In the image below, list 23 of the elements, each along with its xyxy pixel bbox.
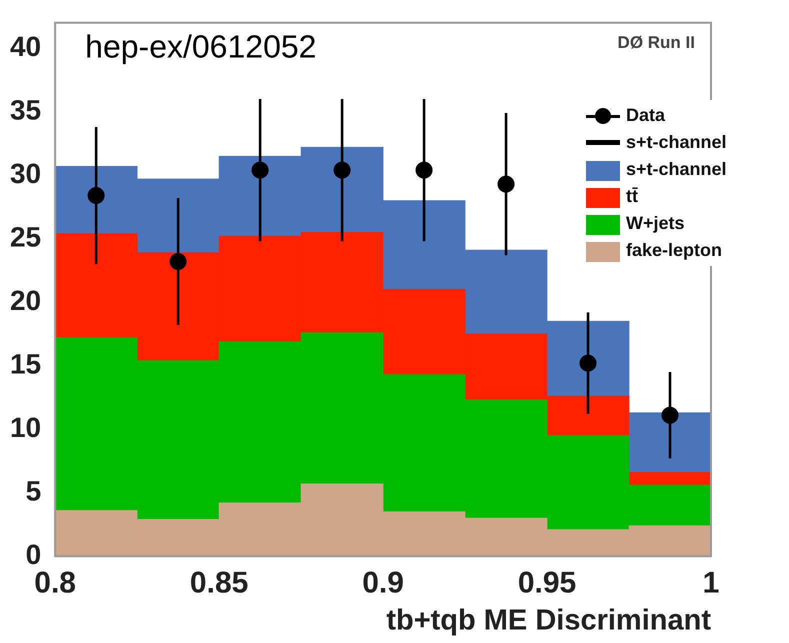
legend-label: s+t-channel (626, 158, 727, 181)
y-tick-label: 10 (10, 412, 42, 443)
x-tick-label: 0.9 (362, 566, 404, 600)
legend-label: tt̄ (626, 185, 638, 208)
x-tick-label: 0.95 (518, 566, 576, 600)
legend-label: W+jets (626, 212, 685, 235)
legend-label: s+t-channel (626, 131, 727, 154)
legend-label: Data (626, 104, 666, 127)
y-tick-label: 25 (10, 221, 42, 252)
y-tick-label: 40 (10, 30, 42, 62)
y-tick-label: 35 (10, 94, 42, 126)
x-tick-label: 1 (702, 566, 720, 600)
y-tick-label: 20 (10, 284, 42, 316)
y-tick-label: 30 (10, 158, 42, 189)
y-tick-label: 5 (26, 475, 42, 506)
annotation: DØ Run II (618, 32, 695, 52)
bar (628, 472, 711, 486)
y-tick-label: 15 (10, 348, 42, 380)
legend-label: fake-lepton (626, 239, 722, 262)
x-axis-title: tb+tqb ME Discriminant (386, 604, 712, 637)
bar (628, 412, 711, 473)
x-tick-label: 0.85 (190, 566, 248, 600)
annotation: hep-ex/0612052 (85, 28, 316, 65)
